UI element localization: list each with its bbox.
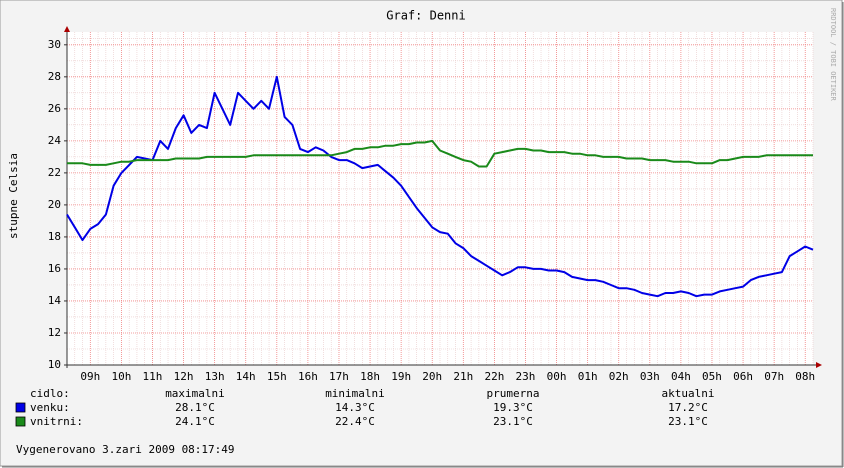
x-tick-label: 04h xyxy=(671,370,691,383)
x-tick-label: 13h xyxy=(205,370,225,383)
x-tick-label: 03h xyxy=(640,370,660,383)
legend-swatch xyxy=(15,402,26,413)
stats-value: 23.1°C xyxy=(668,415,708,428)
stats-column-header: prumerna xyxy=(487,387,540,400)
y-axis-label: stupne Celsia xyxy=(7,153,20,239)
y-tick-label: 28 xyxy=(48,70,61,83)
line xyxy=(66,75,814,298)
x-axis-arrow xyxy=(816,362,822,368)
x-tick-label: 20h xyxy=(422,370,442,383)
y-tick-label: 16 xyxy=(48,262,61,275)
stats-value: 22.4°C xyxy=(335,415,375,428)
y-tick-label: 26 xyxy=(48,102,61,115)
x-tick-label: 17h xyxy=(329,370,349,383)
x-tick-label: 19h xyxy=(391,370,411,383)
stats-value: 24.1°C xyxy=(175,415,215,428)
x-tick-label: 02h xyxy=(609,370,629,383)
y-tick-label: 22 xyxy=(48,166,61,179)
x-tick-label: 22h xyxy=(484,370,504,383)
x-tick-label: 05h xyxy=(702,370,722,383)
stats-column-header: maximalni xyxy=(165,387,225,400)
x-tick-label: 10h xyxy=(111,370,131,383)
x-tick-label: 18h xyxy=(360,370,380,383)
footer: Vygenerovano 3.zari 2009 08:17:49 xyxy=(16,443,235,456)
y-axis-arrow xyxy=(64,26,70,32)
x-tick-label: 21h xyxy=(453,370,473,383)
x-tick-label: 12h xyxy=(174,370,194,383)
x-tick-label: 08h xyxy=(795,370,815,383)
x-tick-label: 07h xyxy=(764,370,784,383)
y-tick-label: 18 xyxy=(48,230,61,243)
chart-title: Graf: Denni xyxy=(386,9,465,23)
y-tick-label: 10 xyxy=(48,358,61,371)
line xyxy=(67,139,813,168)
x-tick-label: 00h xyxy=(547,370,567,383)
x-tick-label: 06h xyxy=(733,370,753,383)
watermark: RRDTOOL / TOBI OETIKER xyxy=(829,8,837,102)
x-tick-label: 16h xyxy=(298,370,318,383)
legend-swatch xyxy=(15,416,26,427)
stats-value: 17.2°C xyxy=(668,401,708,414)
y-tick-label: 14 xyxy=(48,294,62,307)
legend-label: vnitrni: xyxy=(30,415,83,428)
legend-label: venku: xyxy=(30,401,70,414)
stats-value: 14.3°C xyxy=(335,401,375,414)
x-tick-label: 01h xyxy=(578,370,598,383)
y-tick-label: 20 xyxy=(48,198,61,211)
x-tick-label: 15h xyxy=(267,370,287,383)
stats-value: 23.1°C xyxy=(493,415,533,428)
y-tick-label: 12 xyxy=(48,326,61,339)
stats-column-header: aktualni xyxy=(662,387,715,400)
stats-value: 28.1°C xyxy=(175,401,215,414)
stats-value: 19.3°C xyxy=(493,401,533,414)
x-tick-label: 09h xyxy=(80,370,100,383)
x-tick-label: 23h xyxy=(516,370,536,383)
stats-header: cidlo: xyxy=(30,387,70,400)
stats-column-header: minimalni xyxy=(325,387,385,400)
y-tick-label: 30 xyxy=(48,38,61,51)
y-tick-label: 24 xyxy=(48,134,62,147)
x-tick-label: 11h xyxy=(143,370,163,383)
x-tick-label: 14h xyxy=(236,370,256,383)
